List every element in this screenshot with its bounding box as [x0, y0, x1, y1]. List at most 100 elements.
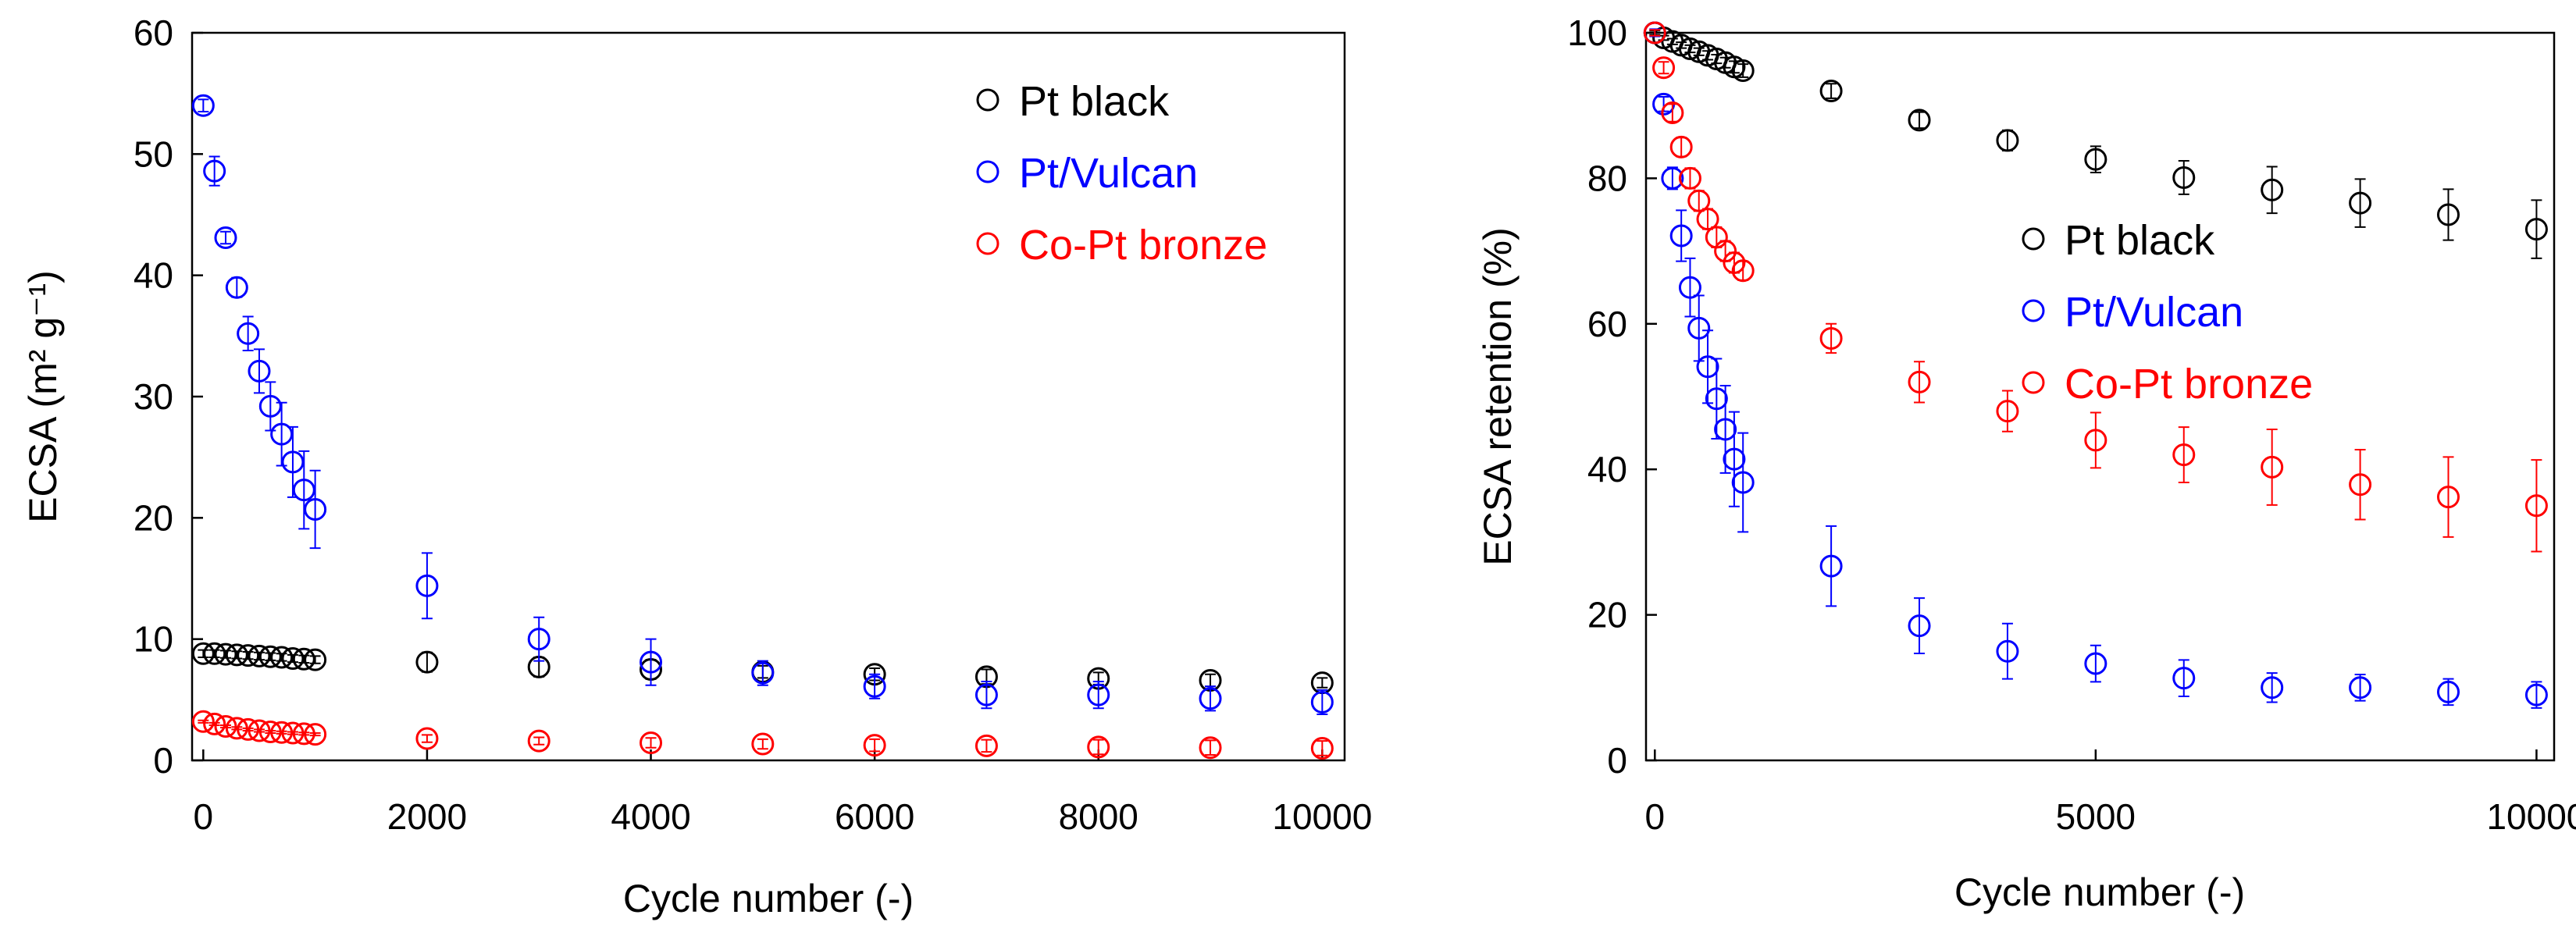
retention-point-pt-black	[1908, 109, 1931, 132]
ecsa-point-pt-vulcan	[237, 322, 260, 345]
retention-legend: Pt black Pt/Vulcan Co-Pt bronze	[2022, 217, 2313, 408]
retention-point-co-pt-bronze	[2524, 494, 2548, 518]
retention-point-co-pt-bronze	[2437, 486, 2460, 509]
retention-error-bar-pt-black	[2531, 199, 2542, 259]
retention-point-co-pt-bronze	[1819, 326, 1843, 350]
ecsa-error-bar-co-pt-bronze	[645, 737, 657, 749]
ecsa-point-co-pt-bronze	[751, 732, 775, 756]
ecsa-x-axis-label: Cycle number (-)	[623, 877, 914, 920]
ecsa-error-bar-pt-vulcan	[219, 230, 231, 245]
retention-error-bar-pt-vulcan	[2531, 681, 2542, 709]
ecsa-legend-label-co-pt-bronze: Co-Pt bronze	[1019, 222, 1267, 269]
ecsa-legend-marker-pt-black	[976, 88, 999, 112]
ecsa-retention-chart: 0 5000 10000 0 20 40 60 80 100 Cycle number (-)…	[1476, 12, 2576, 914]
ecsa-legend-label-pt-vulcan: Pt/Vulcan	[1019, 150, 1198, 197]
ecsa-point-pt-vulcan	[640, 650, 663, 674]
retention-point-co-pt-bronze	[1643, 21, 1666, 44]
retention-point-co-pt-bronze	[2084, 429, 2107, 452]
ecsa-point-co-pt-bronze	[304, 723, 327, 746]
ecsa-error-bar-pt-vulcan	[1317, 689, 1328, 715]
retention-point-co-pt-bronze	[2261, 455, 2284, 479]
retention-point-pt-vulcan	[1661, 166, 1684, 190]
retention-plot-frame	[1644, 31, 2556, 762]
ecsa-error-bar-pt-vulcan	[253, 348, 265, 394]
ecsa-point-co-pt-bronze	[1087, 735, 1110, 759]
retention-error-bar-co-pt-bronze	[2090, 411, 2101, 469]
ecsa-legend-marker-co-pt-bronze	[976, 232, 999, 255]
retention-error-bar-pt-vulcan	[2178, 659, 2189, 697]
ecsa-point-co-pt-bronze	[863, 734, 886, 757]
ecsa-error-bar-pt-vulcan	[1205, 685, 1217, 712]
ecsa-point-pt-vulcan	[1310, 690, 1334, 714]
retention-error-bar-pt-vulcan	[1728, 411, 1740, 507]
retention-point-pt-vulcan	[2172, 667, 2196, 690]
ecsa-point-pt-vulcan	[214, 226, 237, 250]
ecsa-error-bar-co-pt-bronze	[1205, 739, 1217, 756]
ecsa-point-co-pt-bronze	[1310, 736, 1334, 760]
retention-legend-marker-pt-black	[2022, 227, 2045, 251]
ecsa-point-co-pt-bronze	[191, 710, 215, 733]
ecsa-point-pt-black	[281, 647, 305, 671]
ecsa-error-bar-co-pt-bronze	[1317, 740, 1328, 756]
retention-point-co-pt-bronze	[1661, 101, 1684, 125]
ecsa-point-pt-vulcan	[304, 497, 327, 521]
ecsa-x-tick-label: 4000	[611, 796, 690, 837]
retention-error-bar-pt-black	[2442, 188, 2454, 241]
retention-y-tick-label: 0	[1607, 740, 1627, 781]
retention-point-pt-vulcan	[1908, 614, 1931, 638]
ecsa-point-co-pt-bronze	[974, 734, 998, 757]
retention-y-tick-label: 20	[1587, 595, 1627, 635]
ecsa-point-pt-black	[203, 642, 226, 665]
retention-data-points	[1643, 21, 2548, 709]
retention-point-pt-vulcan	[1678, 276, 1701, 299]
retention-point-pt-black	[2261, 178, 2284, 201]
ecsa-point-pt-black	[258, 645, 282, 668]
retention-error-bar-pt-black	[2266, 166, 2278, 215]
ecsa-error-bar-pt-vulcan	[198, 98, 209, 112]
retention-point-pt-vulcan	[1731, 471, 1755, 494]
retention-point-pt-vulcan	[2524, 683, 2548, 707]
ecsa-error-bar-co-pt-bronze	[421, 734, 433, 743]
ecsa-error-bar-co-pt-bronze	[1092, 739, 1104, 756]
retention-point-pt-vulcan	[1723, 447, 1746, 471]
ecsa-error-bar-pt-vulcan	[298, 450, 310, 530]
retention-point-pt-black	[2172, 166, 2196, 189]
retention-point-co-pt-bronze	[1696, 208, 1719, 231]
ecsa-point-pt-vulcan	[1199, 687, 1222, 710]
retention-error-bar-co-pt-bronze	[2001, 390, 2013, 432]
ecsa-x-ticks: 0 2000 4000 6000 8000 10000	[194, 749, 1372, 837]
ecsa-point-pt-vulcan	[292, 479, 315, 502]
retention-point-pt-black	[2084, 148, 2107, 171]
ecsa-point-pt-vulcan	[415, 574, 439, 597]
retention-legend-marker-co-pt-bronze	[2022, 371, 2045, 394]
ecsa-x-tick-label: 8000	[1059, 796, 1138, 837]
ecsa-point-pt-black	[415, 650, 439, 674]
retention-point-co-pt-bronze	[2172, 443, 2196, 467]
ecsa-error-bar-co-pt-bronze	[309, 732, 321, 737]
ecsa-point-co-pt-bronze	[640, 731, 663, 754]
ecsa-error-bar-co-pt-bronze	[981, 739, 992, 753]
ecsa-point-pt-vulcan	[281, 450, 305, 474]
ecsa-error-bar-co-pt-bronze	[533, 736, 545, 746]
ecsa-error-bar-pt-black	[309, 655, 321, 664]
retention-error-bar-pt-vulcan	[1676, 209, 1687, 262]
ecsa-point-pt-vulcan	[863, 675, 886, 698]
ecsa-point-co-pt-bronze	[527, 729, 550, 753]
ecsa-point-pt-vulcan	[191, 94, 215, 117]
retention-y-tick-label: 40	[1587, 449, 1627, 489]
retention-point-co-pt-bronze	[2349, 473, 2372, 497]
retention-point-pt-vulcan	[1714, 418, 1737, 441]
retention-point-co-pt-bronze	[1678, 166, 1701, 190]
retention-point-co-pt-bronze	[1669, 135, 1693, 158]
ecsa-error-bar-pt-vulcan	[265, 381, 276, 432]
retention-error-bar-pt-vulcan	[2442, 678, 2454, 707]
ecsa-error-bar-pt-vulcan	[645, 638, 657, 686]
retention-error-bar-pt-vulcan	[1737, 432, 1749, 533]
retention-x-axis-label: Cycle number (-)	[1954, 870, 2245, 914]
retention-error-bar-pt-vulcan	[2354, 674, 2366, 702]
retention-point-pt-vulcan	[1996, 639, 2019, 663]
retention-point-pt-vulcan	[1705, 387, 1728, 411]
retention-point-pt-vulcan	[2261, 676, 2284, 699]
ecsa-point-pt-vulcan	[527, 628, 550, 651]
retention-error-bar-pt-vulcan	[1719, 385, 1731, 474]
